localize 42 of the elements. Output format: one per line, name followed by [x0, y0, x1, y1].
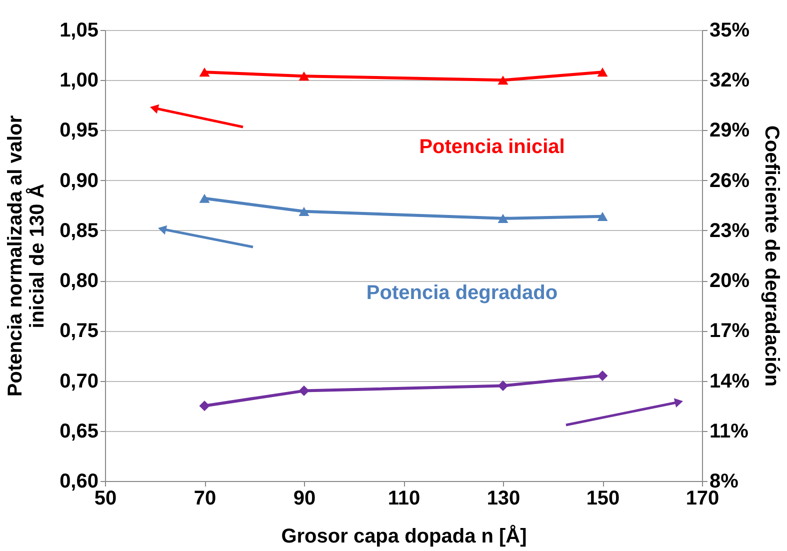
x-tick-label: 90: [293, 488, 316, 510]
y2-tick-label: 29%: [710, 120, 750, 142]
y2-axis-title: Coeficiente de degradación: [760, 125, 783, 387]
point: [597, 68, 608, 77]
y-tick-label: 1,05: [60, 20, 98, 42]
x-axis-title: Grosor capa dopada n [Å]: [281, 524, 527, 548]
y-tick-label: 0,80: [60, 270, 98, 292]
y-tick-label: 0,75: [60, 320, 98, 342]
text: Potencia inicial: [419, 136, 565, 158]
y-tick-label: 0,70: [60, 370, 98, 392]
y-tick-label: 0,90: [60, 170, 98, 192]
point: [597, 370, 608, 382]
y-tick-label: 0,85: [60, 220, 98, 242]
x-tick-label: 50: [94, 488, 117, 510]
x-tick-label: 130: [486, 488, 520, 510]
y2-tick-label: 32%: [710, 70, 750, 92]
y2-tick-label: 35%: [710, 20, 750, 42]
y2-tick-label: 14%: [710, 370, 750, 392]
point: [199, 194, 210, 203]
point: [498, 214, 508, 223]
y2-tick-label: 20%: [710, 270, 750, 292]
x-tick-label: 150: [586, 488, 620, 510]
x-tick-label: 110: [388, 488, 420, 510]
text: Potencia degradado: [366, 282, 558, 304]
y2-tick-label: 23%: [710, 220, 750, 242]
x-tick-label: 70: [194, 488, 216, 510]
y-tick-label: 0,65: [60, 420, 98, 442]
point: [199, 68, 210, 77]
point: [199, 400, 210, 412]
point: [298, 72, 310, 81]
point: [498, 380, 508, 392]
x-tick-label: 170: [686, 488, 720, 510]
y-tick-label: 0,95: [60, 120, 98, 142]
y2-tick-label: 26%: [710, 170, 750, 192]
point: [597, 212, 608, 221]
point: [298, 206, 310, 216]
y2-tick-label: 17%: [710, 320, 750, 342]
y-axis-title: Potencia normalizada al valor inicial de 130 Å: [4, 115, 49, 397]
y-tick-label: 1,00: [60, 70, 98, 92]
point: [498, 76, 508, 85]
point: [298, 386, 310, 396]
y2-tick-label: 11%: [710, 420, 749, 442]
